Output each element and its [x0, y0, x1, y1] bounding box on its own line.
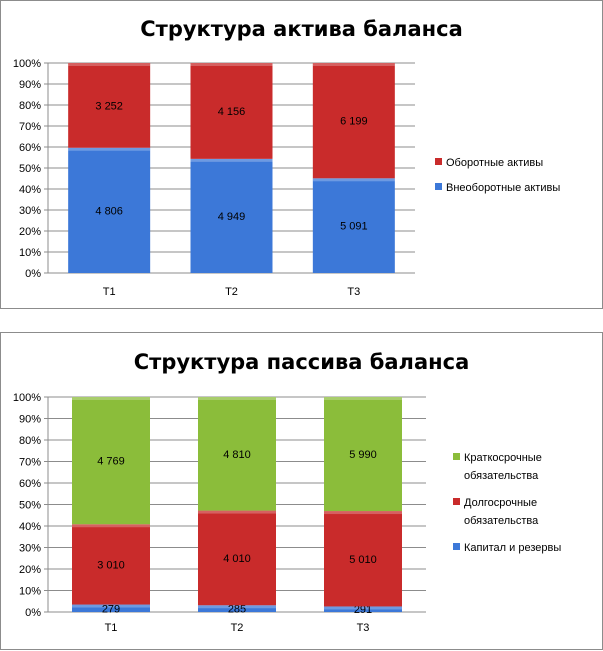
- bar-segment: [324, 511, 402, 607]
- bar-segment: [72, 524, 150, 605]
- data-label: 4 156: [218, 106, 246, 118]
- data-label: 291: [354, 604, 372, 616]
- y-tick-label: 30%: [19, 543, 41, 555]
- x-tick-label: Т2: [225, 286, 238, 298]
- legend-label: обязательства: [464, 470, 539, 482]
- bar-segment: [68, 63, 151, 148]
- chart-title: Структура пассива баланса: [133, 350, 470, 374]
- bar-segment: [312, 63, 395, 179]
- bar-segment: [198, 605, 276, 612]
- y-tick-label: 30%: [19, 205, 41, 217]
- y-tick-label: 50%: [19, 500, 41, 512]
- data-label: 5 010: [349, 554, 377, 566]
- bar-highlight: [312, 178, 395, 182]
- data-label: 5 091: [340, 221, 368, 233]
- y-tick-label: 40%: [19, 521, 41, 533]
- y-tick-label: 0%: [25, 268, 41, 280]
- bar-highlight: [68, 63, 151, 66]
- bar-segment: [312, 178, 395, 273]
- bar-segment: [198, 397, 276, 511]
- y-tick-label: 0%: [25, 607, 41, 619]
- bar-segment: [190, 63, 273, 159]
- bar-highlight: [72, 397, 150, 400]
- bar-segment: [72, 397, 150, 525]
- y-tick-label: 10%: [19, 586, 41, 598]
- bar-highlight: [72, 604, 150, 608]
- bar-segment: [190, 158, 273, 273]
- x-tick-label: Т1: [105, 622, 118, 634]
- x-tick-label: Т1: [103, 286, 116, 298]
- bar-segment: [72, 604, 150, 612]
- bar-highlight: [198, 605, 276, 609]
- data-label: 4 810: [223, 449, 251, 461]
- legend-label: Капитал и резервы: [464, 542, 561, 554]
- data-label: 285: [228, 604, 246, 616]
- y-tick-label: 80%: [19, 100, 41, 112]
- data-label: 6 199: [340, 116, 368, 128]
- y-tick-label: 90%: [19, 79, 41, 91]
- data-label: 4 769: [97, 456, 125, 468]
- legend-label: Краткосрочные: [464, 452, 542, 464]
- asset-chart-plot: 0% 10% 20% 30% 40% 50% 60% 70% 80% 90% 100% 4 806 3 …: [13, 58, 560, 298]
- bar-segment: [324, 397, 402, 512]
- bar-highlight: [324, 511, 402, 515]
- bar-highlight: [190, 158, 273, 162]
- y-tick-label: 10%: [19, 247, 41, 259]
- bar-highlight: [324, 397, 402, 400]
- x-tick-label: Т3: [357, 622, 370, 634]
- legend-label: обязательства: [464, 515, 539, 527]
- y-tick-label: 40%: [19, 184, 41, 196]
- data-label: 279: [102, 603, 120, 615]
- y-tick-label: 70%: [19, 457, 41, 469]
- bar-segment: [68, 147, 151, 273]
- data-label: 5 990: [349, 449, 377, 461]
- legend-label: Оборотные активы: [446, 157, 543, 169]
- y-tick-label: 50%: [19, 163, 41, 175]
- legend-swatch: [453, 543, 460, 550]
- y-tick-label: 70%: [19, 121, 41, 133]
- legend-swatch: [453, 453, 460, 460]
- y-tick-label: 60%: [19, 478, 41, 490]
- bar-highlight: [198, 397, 276, 400]
- asset-structure-chart: Структура актива баланса 0% 10% 20% 30% 40% 5…: [0, 0, 603, 309]
- bar-highlight: [72, 524, 150, 528]
- bar-highlight: [324, 606, 402, 610]
- data-label: 3 252: [95, 100, 123, 112]
- y-tick-label: 20%: [19, 564, 41, 576]
- data-label: 4 949: [218, 211, 246, 223]
- chart-title: Структура актива баланса: [140, 17, 463, 41]
- y-tick-label: 90%: [19, 414, 41, 426]
- data-label: 4 806: [95, 205, 123, 217]
- y-tick-label: 100%: [13, 58, 41, 70]
- legend-label: Внеоборотные активы: [446, 182, 560, 194]
- x-tick-label: Т3: [347, 286, 360, 298]
- bar-highlight: [312, 63, 395, 66]
- legend-swatch: [453, 498, 460, 505]
- legend-label: Долгосрочные: [464, 497, 537, 509]
- liability-chart-plot: 0% 10% 20% 30% 40% 50% 60% 70% 80% 90% 100% 279 3 01…: [13, 392, 561, 634]
- bar-segment: [324, 606, 402, 612]
- y-tick-label: 20%: [19, 226, 41, 238]
- bar-highlight: [68, 147, 151, 151]
- data-label: 3 010: [97, 559, 125, 571]
- x-tick-label: Т2: [231, 622, 244, 634]
- y-tick-label: 80%: [19, 435, 41, 447]
- bar-highlight: [190, 63, 273, 66]
- bar-segment: [198, 510, 276, 606]
- y-tick-label: 100%: [13, 392, 41, 404]
- y-tick-label: 60%: [19, 142, 41, 154]
- liability-structure-chart: Структура пассива баланса 0% 10% 20% 30% 40%…: [0, 332, 603, 650]
- legend-swatch: [435, 183, 442, 190]
- legend-swatch: [435, 158, 442, 165]
- bar-highlight: [198, 510, 276, 514]
- data-label: 4 010: [223, 553, 251, 565]
